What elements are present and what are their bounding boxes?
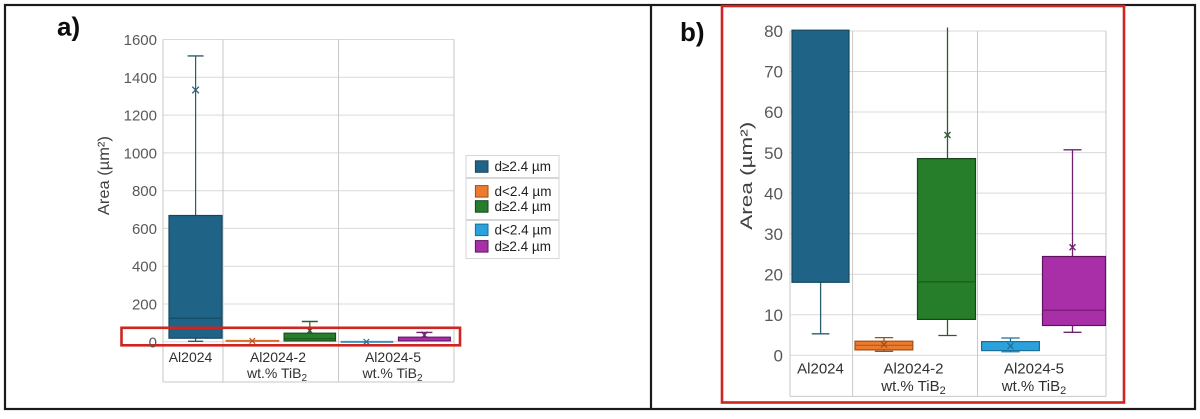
svg-text:20: 20	[764, 265, 783, 284]
svg-text:Area (µm²): Area (µm²)	[96, 136, 113, 215]
svg-text:Al2024-2: Al2024-2	[883, 361, 943, 378]
svg-text:40: 40	[764, 184, 783, 203]
svg-text:0: 0	[774, 347, 783, 366]
svg-text:wt.% TiB2: wt.% TiB2	[361, 365, 422, 384]
svg-text:Al2024: Al2024	[169, 349, 213, 365]
svg-text:Al2024-2: Al2024-2	[250, 349, 306, 365]
svg-text:50: 50	[764, 144, 783, 163]
svg-text:Area (µm²): Area (µm²)	[737, 122, 756, 230]
svg-text:600: 600	[132, 221, 157, 238]
svg-text:1600: 1600	[124, 32, 157, 49]
svg-text:1200: 1200	[124, 108, 157, 125]
svg-text:a): a)	[57, 11, 80, 41]
svg-text:60: 60	[764, 103, 783, 122]
svg-text:30: 30	[764, 225, 783, 244]
svg-text:wt.% TiB2: wt.% TiB2	[246, 365, 307, 384]
svg-text:b): b)	[680, 17, 705, 47]
svg-text:1400: 1400	[124, 70, 157, 87]
svg-text:400: 400	[132, 259, 157, 276]
svg-text:70: 70	[764, 63, 783, 82]
svg-text:d<2.4 µm: d<2.4 µm	[495, 184, 552, 199]
svg-text:1000: 1000	[124, 145, 157, 162]
svg-text:800: 800	[132, 183, 157, 200]
svg-text:200: 200	[132, 297, 157, 314]
svg-text:d≥2.4 µm: d≥2.4 µm	[495, 159, 551, 174]
svg-text:Al2024-5: Al2024-5	[365, 349, 421, 365]
svg-text:wt.% TiB2: wt.% TiB2	[880, 378, 945, 397]
svg-text:d≥2.4 µm: d≥2.4 µm	[495, 239, 551, 254]
svg-text:wt.% TiB2: wt.% TiB2	[1001, 378, 1066, 397]
svg-text:0: 0	[149, 334, 157, 351]
svg-text:80: 80	[764, 22, 783, 41]
svg-text:Al2024: Al2024	[797, 361, 844, 378]
svg-text:d<2.4 µm: d<2.4 µm	[495, 223, 552, 238]
svg-text:d≥2.4 µm: d≥2.4 µm	[495, 199, 551, 214]
svg-text:Al2024-5: Al2024-5	[1004, 361, 1064, 378]
svg-text:10: 10	[764, 306, 783, 325]
